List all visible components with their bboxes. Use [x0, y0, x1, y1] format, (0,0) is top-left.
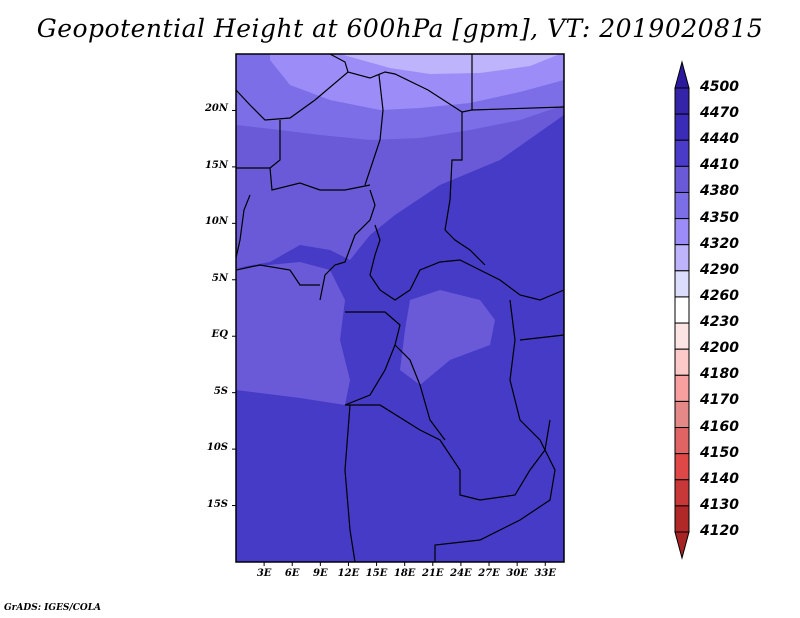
colorbar-label: 4130	[700, 496, 739, 513]
colorbar-label: 4500	[700, 79, 739, 95]
colorbar-label: 4120	[700, 523, 739, 539]
lat-label: 10S	[206, 442, 228, 454]
lat-label: 15N	[204, 159, 228, 171]
map-frame	[235, 53, 565, 563]
colorbar-segment	[674, 270, 690, 298]
lon-label: 27E	[478, 568, 500, 579]
colorbar-label: 4440	[700, 131, 739, 148]
country-borders	[235, 53, 565, 563]
lon-label: 18E	[393, 568, 416, 579]
colorbar-segment	[674, 374, 690, 402]
colorbar-label: 4160	[700, 418, 739, 435]
lon-label: 9E	[313, 568, 328, 579]
lon-label: 3E	[256, 568, 272, 579]
colorbar-segment	[674, 244, 690, 272]
lat-label: EQ	[211, 329, 228, 341]
colorbar-label: 4260	[700, 287, 739, 304]
lat-label: 5N	[211, 272, 228, 284]
colorbar-segment	[674, 400, 690, 429]
band-4380-4410-central	[400, 290, 495, 385]
colorbar-label: 4140	[700, 470, 739, 487]
colorbar-segment	[674, 322, 690, 350]
lon-label: 21E	[422, 568, 444, 579]
colorbar-label: 4230	[700, 314, 739, 331]
colorbar-segment	[674, 139, 690, 167]
colorbar-arrow-top	[674, 60, 690, 89]
lon-label: 33E	[534, 568, 557, 579]
colorbar-segment	[674, 113, 690, 141]
colorbar-segment	[674, 427, 690, 455]
lat-label: 15S	[206, 498, 228, 510]
lat-label: 5S	[213, 385, 228, 397]
colorbar-segment	[674, 191, 690, 220]
colorbar-segment	[674, 218, 690, 246]
colorbar-label: 4320	[700, 235, 739, 252]
colorbar-segment	[674, 165, 690, 193]
colorbar-label: 4180	[700, 366, 739, 383]
colorbar-label: 4410	[700, 157, 739, 174]
colorbar-label: 4150	[700, 444, 739, 461]
colorbar-label: 4290	[700, 261, 739, 278]
lon-label: 24E	[450, 568, 472, 579]
plot-title: Geopotential Height at 600hPa [gpm], VT:…	[36, 14, 764, 43]
colorbar-arrow-bottom	[674, 531, 690, 560]
colorbar-label: 4170	[700, 392, 739, 409]
contour-fill	[236, 54, 564, 562]
colorbar-segment	[674, 453, 690, 481]
lon-label: 12E	[337, 568, 360, 579]
colorbar-segment	[674, 348, 690, 376]
colorbar-segment	[674, 296, 690, 324]
lon-label: 15E	[365, 568, 388, 579]
colorbar-label: 4380	[700, 183, 739, 200]
colorbar-segment	[674, 87, 690, 115]
lon-label: 30E	[506, 568, 528, 579]
grads-credit: GrADS: IGES/COLA	[4, 603, 102, 613]
colorbar-segment	[674, 505, 690, 533]
lat-label: 10N	[204, 216, 228, 228]
colorbar-segment	[674, 479, 690, 507]
lon-label: 6E	[284, 568, 300, 579]
band-4380-4410-south-west	[236, 262, 350, 405]
colorbar-label: 4470	[700, 105, 739, 122]
colorbar	[674, 60, 690, 560]
band-4290-4320	[340, 54, 560, 74]
lat-label: 20N	[204, 103, 228, 115]
colorbar-label: 4350	[700, 209, 739, 226]
colorbar-label: 4200	[700, 340, 739, 357]
